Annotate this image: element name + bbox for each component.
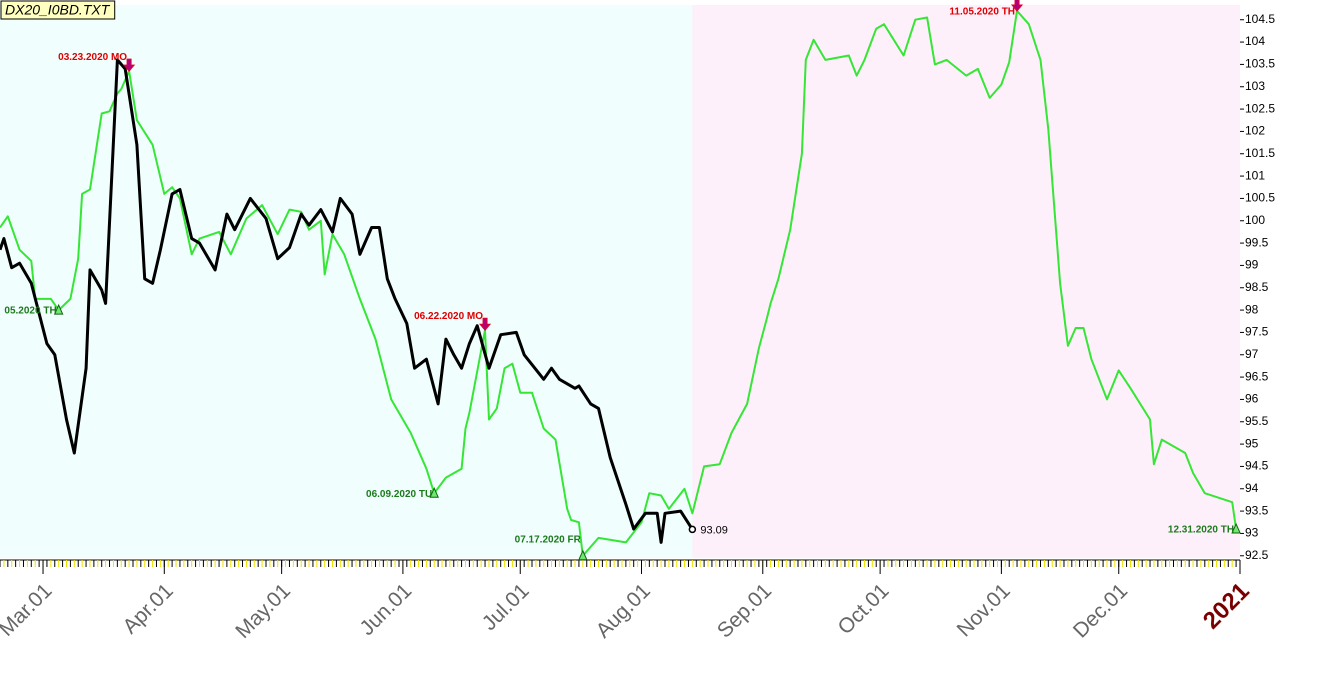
y-tick-label: 104 xyxy=(1245,34,1265,48)
y-tick-label: 98.5 xyxy=(1245,280,1269,294)
low-marker xyxy=(1231,522,1241,534)
y-tick-label: 100.5 xyxy=(1245,191,1275,205)
y-tick-label: 98 xyxy=(1245,302,1259,316)
x-tick-label: Jun.01 xyxy=(356,579,417,640)
y-tick-label: 92.5 xyxy=(1245,548,1269,562)
low-label: 06.09.2020 TU xyxy=(366,489,432,500)
last-value-marker xyxy=(688,525,697,534)
y-tick-label: 95 xyxy=(1245,436,1259,450)
y-tick-label: 104.5 xyxy=(1245,12,1275,26)
x-tick-label: Aug.01 xyxy=(592,579,655,642)
x-tick-label: May.01 xyxy=(231,579,295,643)
y-tick-label: 103.5 xyxy=(1245,57,1275,71)
y-tick-label: 101 xyxy=(1245,168,1265,182)
y-tick-label: 94 xyxy=(1245,481,1259,495)
last-value-label: 93.09 xyxy=(700,524,728,536)
x-tick-label: Jul.01 xyxy=(478,579,534,635)
x-tick-label: Nov.01 xyxy=(953,579,1015,641)
low-label: 07.17.2020 FR xyxy=(515,535,582,546)
low-marker xyxy=(429,486,439,498)
y-tick-label: 103 xyxy=(1245,79,1265,93)
high-label: 06.22.2020 MO xyxy=(414,311,483,322)
x-tick-label: Apr.01 xyxy=(119,579,178,638)
low-label: 05.2020 TH xyxy=(4,306,56,317)
y-tick-label: 102.5 xyxy=(1245,101,1275,115)
y-tick-label: 96.5 xyxy=(1245,369,1269,383)
y-tick-label: 102 xyxy=(1245,124,1265,138)
high-label: 03.23.2020 MO xyxy=(58,52,127,63)
high-marker xyxy=(123,58,136,72)
x-tick-label: 2021 xyxy=(1198,578,1255,635)
y-tick-label: 99.5 xyxy=(1245,235,1269,249)
y-tick-label: 101.5 xyxy=(1245,146,1275,160)
y-tick-label: 96 xyxy=(1245,392,1259,406)
y-tick-label: 93.5 xyxy=(1245,503,1269,517)
series-line xyxy=(0,58,694,544)
y-tick-label: 93 xyxy=(1245,526,1259,540)
y-tick-label: 100 xyxy=(1245,213,1265,227)
x-tick-label: Mar.01 xyxy=(0,579,56,641)
low-label: 12.31.2020 TH xyxy=(1168,525,1234,536)
x-tick-label: Sep.01 xyxy=(713,579,776,642)
low-marker xyxy=(578,549,588,561)
y-tick-label: 97.5 xyxy=(1245,325,1269,339)
y-tick-label: 95.5 xyxy=(1245,414,1269,428)
high-marker xyxy=(1010,0,1024,12)
series-line xyxy=(0,9,1238,557)
high-label: 11.05.2020 TH xyxy=(949,7,1015,18)
y-tick-label: 97 xyxy=(1245,347,1259,361)
y-tick-label: 94.5 xyxy=(1245,459,1269,473)
low-marker xyxy=(53,303,64,315)
chart-title: DX20_I0BD.TXT xyxy=(5,2,111,18)
x-tick-label: Oct.01 xyxy=(834,579,894,639)
title-box xyxy=(0,0,116,20)
projection-background xyxy=(692,5,1240,558)
high-marker xyxy=(478,317,492,331)
y-tick-label: 99 xyxy=(1245,258,1259,272)
x-tick-label: Dec.01 xyxy=(1069,579,1132,642)
history-background xyxy=(0,5,693,558)
